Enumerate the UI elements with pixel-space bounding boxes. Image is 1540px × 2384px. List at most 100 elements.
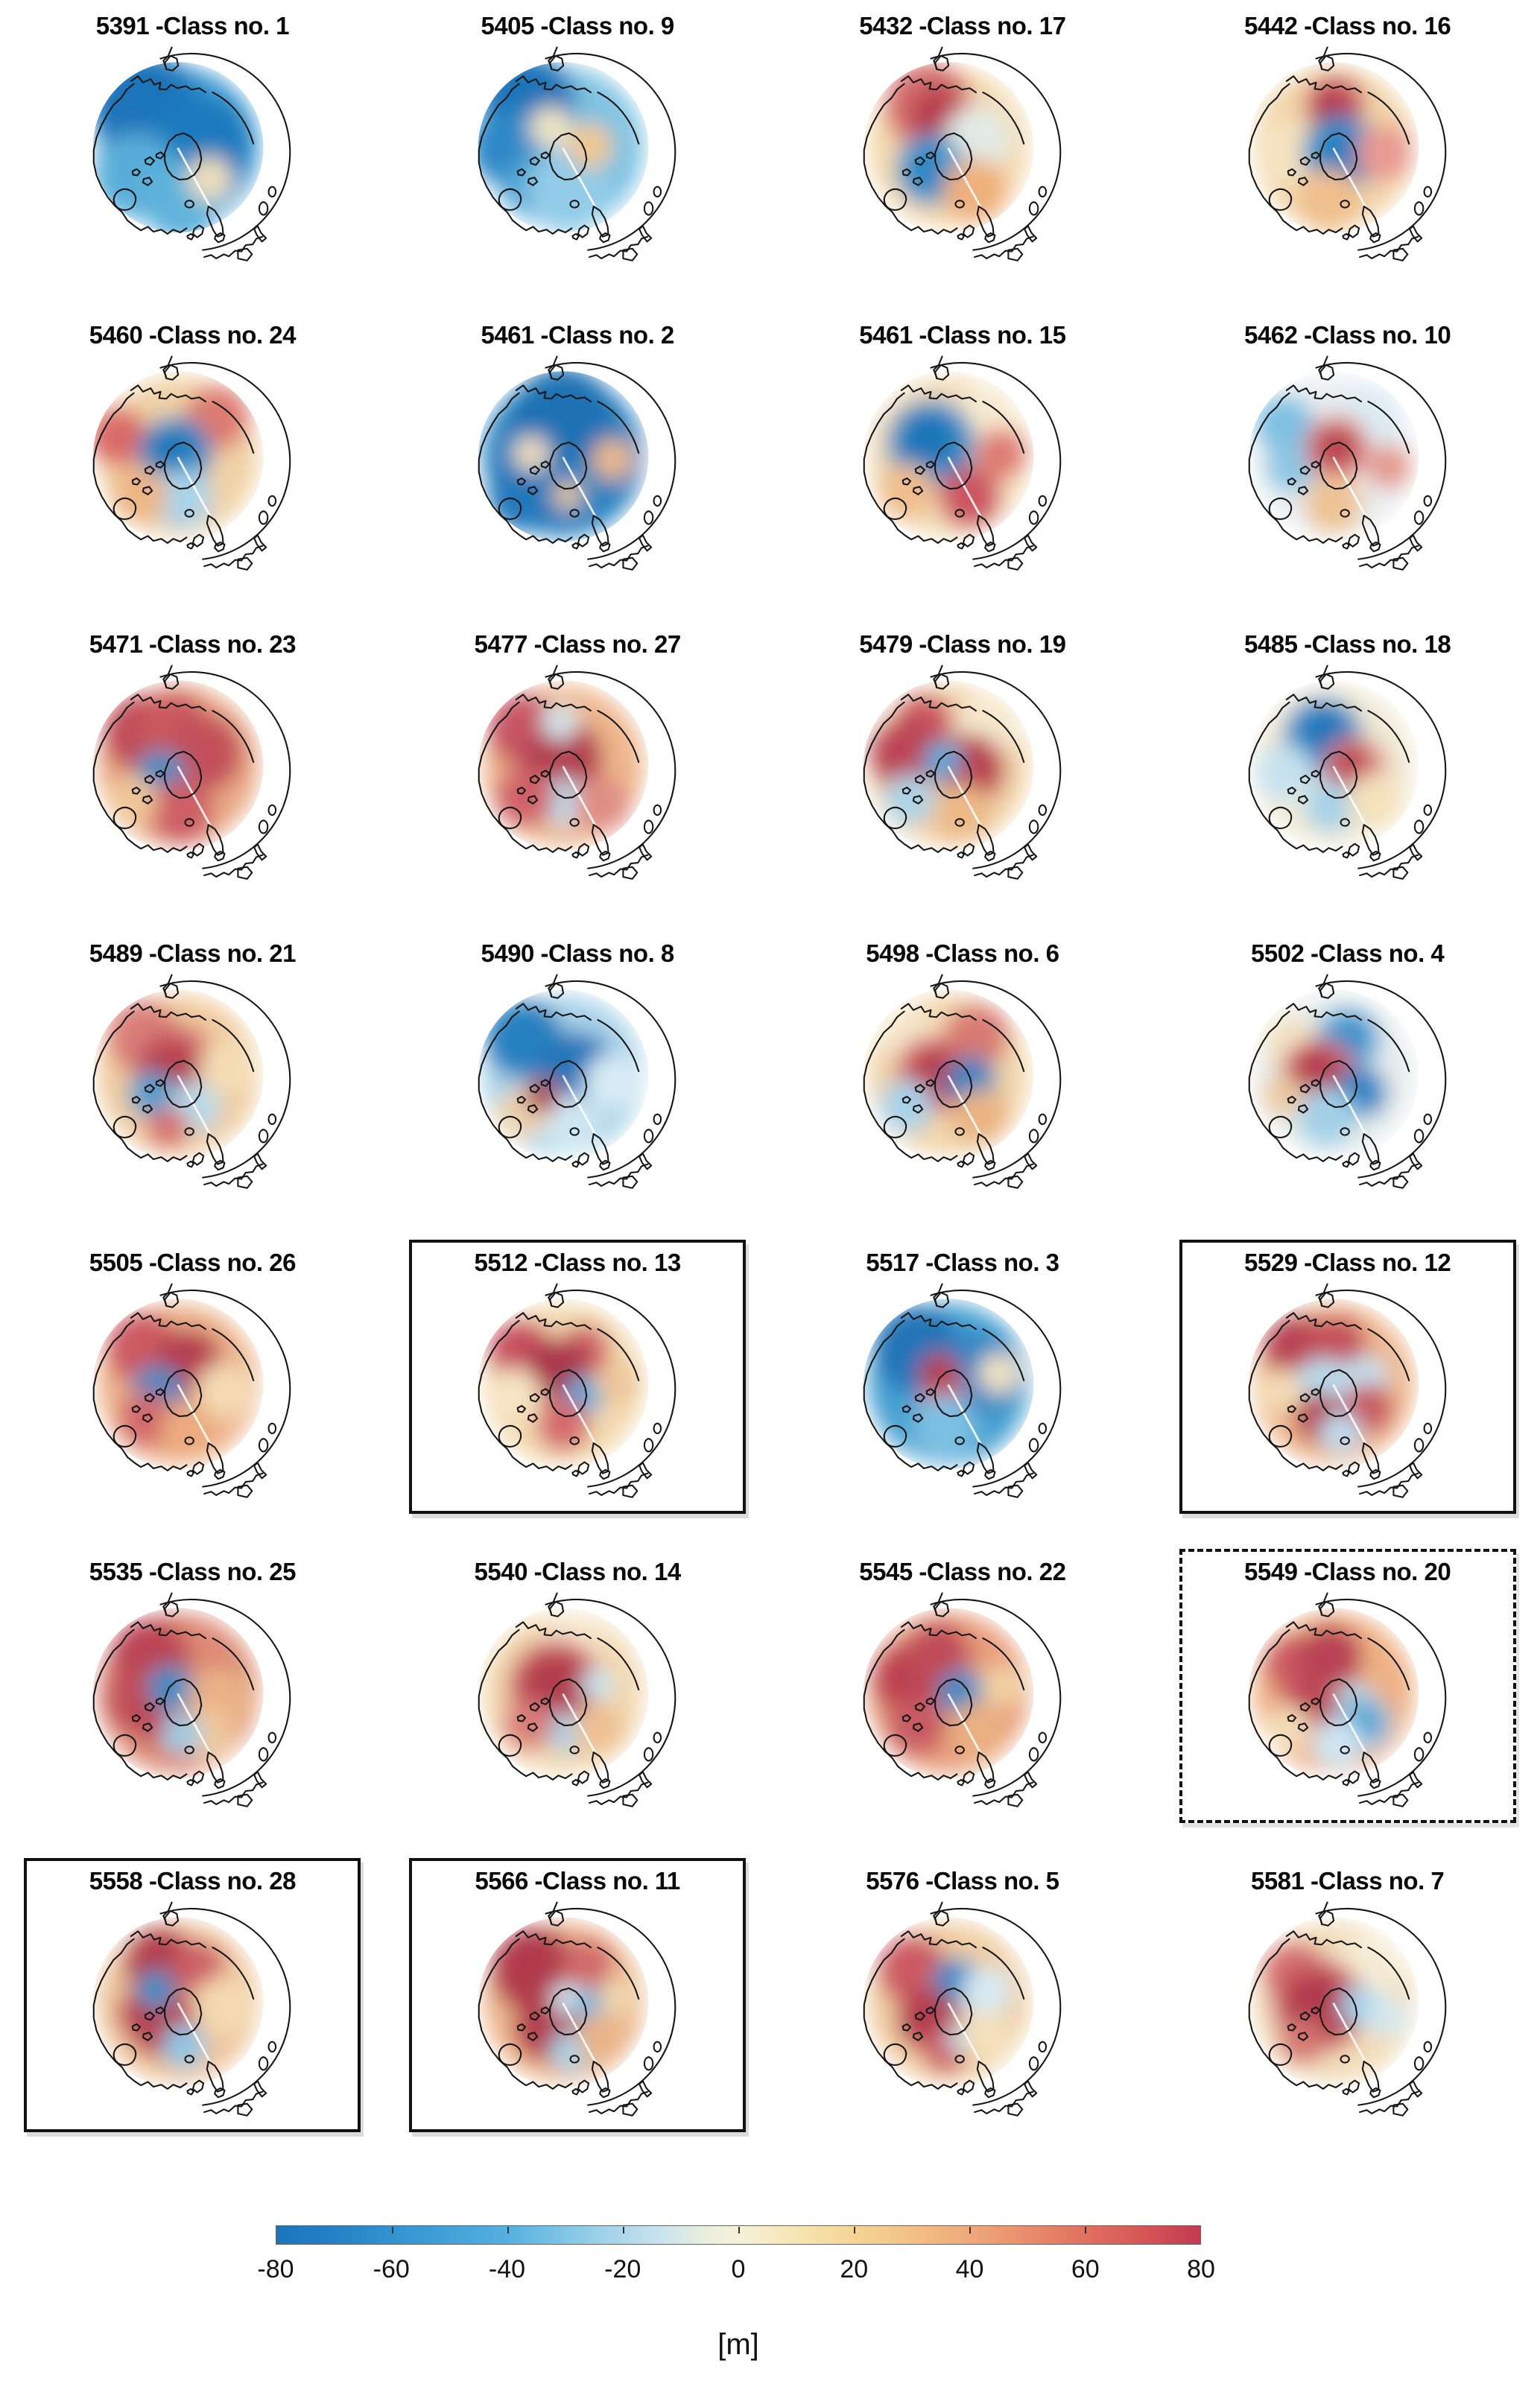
colorbar-tick-label: -60 <box>373 2255 410 2283</box>
panel: 5461 -Class no. 2 <box>409 312 746 586</box>
panel-title: 5461 -Class no. 15 <box>859 321 1066 349</box>
polar-map <box>92 974 292 1190</box>
polar-map <box>863 665 1062 881</box>
panel: 5485 -Class no. 18 <box>1179 621 1516 895</box>
anomaly-field <box>483 1613 644 1774</box>
panel-cell: 5505 -Class no. 26 <box>0 1240 385 1549</box>
panel: 5461 -Class no. 15 <box>794 312 1131 586</box>
polar-map <box>863 1283 1062 1499</box>
anomaly-field <box>98 685 259 846</box>
panel-title: 5391 -Class no. 1 <box>95 12 290 39</box>
panel-title: 5505 -Class no. 26 <box>89 1249 297 1276</box>
panel-title: 5477 -Class no. 27 <box>474 630 682 658</box>
anomaly-field <box>483 371 644 537</box>
panel: 5558 -Class no. 28 <box>24 1858 361 2132</box>
colorbar-tick-label: -20 <box>604 2255 641 2283</box>
polar-map <box>1247 974 1447 1190</box>
panel: 5489 -Class no. 21 <box>24 931 361 1205</box>
colorbar-tick-label: -40 <box>488 2255 526 2283</box>
polar-map <box>478 665 676 881</box>
anomaly-field <box>93 62 259 233</box>
polar-map <box>1247 665 1447 881</box>
polar-map <box>478 974 676 1190</box>
polar-map <box>92 46 292 262</box>
colorbar-tick-label: 60 <box>1071 2255 1100 2283</box>
anomaly-field <box>98 1922 259 2083</box>
panel: 5479 -Class no. 19 <box>794 621 1131 895</box>
panel-cell: 5512 -Class no. 13 <box>385 1240 770 1549</box>
anomaly-field <box>868 995 1029 1155</box>
anomaly-field <box>1253 995 1414 1155</box>
panel-cell: 5461 -Class no. 15 <box>770 312 1156 621</box>
panel-title: 5566 -Class no. 11 <box>475 1867 680 1895</box>
anomaly-field <box>868 376 1029 537</box>
panel-cell: 5581 -Class no. 7 <box>1155 1858 1540 2167</box>
panel-title: 5517 -Class no. 3 <box>866 1249 1059 1276</box>
panel: 5442 -Class no. 16 <box>1179 3 1516 277</box>
anomaly-field <box>483 1304 644 1465</box>
colorbar-tick-label: -80 <box>257 2255 294 2283</box>
panel: 5512 -Class no. 13 <box>409 1240 747 1514</box>
anomaly-field <box>1253 685 1414 846</box>
panel: 5540 -Class no. 14 <box>409 1549 746 1823</box>
panel-title: 5479 -Class no. 19 <box>859 630 1066 658</box>
polar-map <box>478 355 676 571</box>
panel: 5576 -Class no. 5 <box>794 1858 1131 2132</box>
polar-map <box>863 974 1062 1190</box>
anomaly-field <box>483 1922 644 2083</box>
panel-cell: 5502 -Class no. 4 <box>1155 931 1540 1240</box>
panel: 5490 -Class no. 8 <box>409 931 746 1205</box>
panel-title: 5549 -Class no. 20 <box>1244 1558 1451 1585</box>
anomaly-field <box>1253 376 1414 537</box>
panel-cell: 5442 -Class no. 16 <box>1155 3 1540 312</box>
anomaly-field <box>483 995 644 1155</box>
anomaly-field <box>868 1613 1029 1774</box>
colorbar-tick <box>507 2227 509 2234</box>
panel-title: 5489 -Class no. 21 <box>89 939 297 967</box>
colorbar-tick <box>623 2227 624 2234</box>
panel-title: 5460 -Class no. 24 <box>89 321 297 349</box>
anomaly-field <box>478 62 644 233</box>
panel-title: 5461 -Class no. 2 <box>481 321 674 349</box>
colorbar-tick <box>392 2227 393 2234</box>
panel-title: 5512 -Class no. 13 <box>474 1249 682 1276</box>
anomaly-field <box>483 685 644 846</box>
panel-cell: 5490 -Class no. 8 <box>385 931 770 1240</box>
polar-map <box>92 1283 292 1499</box>
panel-cell: 5545 -Class no. 22 <box>770 1549 1156 1858</box>
panel-title: 5576 -Class no. 5 <box>866 1867 1059 1895</box>
panel-cell: 5540 -Class no. 14 <box>385 1549 770 1858</box>
colorbar-tick-label: 40 <box>955 2255 984 2283</box>
polar-map <box>1247 1592 1447 1808</box>
panel: 5460 -Class no. 24 <box>24 312 361 586</box>
colorbar-section: -80 -60 -40 -20 0 20 40 60 80 [m] <box>0 2225 1540 2384</box>
panel-cell: 5391 -Class no. 1 <box>0 3 385 312</box>
colorbar-tick <box>738 2227 740 2234</box>
panel: 5581 -Class no. 7 <box>1179 1858 1516 2132</box>
polar-map <box>92 1901 292 2117</box>
colorbar-tick <box>854 2227 855 2234</box>
panel-cell: 5535 -Class no. 25 <box>0 1549 385 1858</box>
panel-cell: 5461 -Class no. 2 <box>385 312 770 621</box>
colorbar-tick <box>1085 2227 1086 2234</box>
polar-map <box>863 1901 1062 2117</box>
panel: 5498 -Class no. 6 <box>794 931 1131 1205</box>
panel-title: 5581 -Class no. 7 <box>1250 1867 1445 1895</box>
polar-map <box>92 1592 292 1808</box>
panel-title: 5490 -Class no. 8 <box>481 939 674 967</box>
panel: 5545 -Class no. 22 <box>794 1549 1131 1823</box>
anomaly-field <box>868 685 1029 846</box>
anomaly-field <box>868 1304 1029 1465</box>
anomaly-field <box>93 376 259 537</box>
colorbar-unit-label: [m] <box>717 2328 759 2361</box>
panel: 5477 -Class no. 27 <box>409 621 746 895</box>
panel-title: 5442 -Class no. 16 <box>1244 12 1451 39</box>
panel-cell: 5549 -Class no. 20 <box>1155 1549 1540 1858</box>
panel: 5462 -Class no. 10 <box>1179 312 1516 586</box>
panel: 5549 -Class no. 20 <box>1179 1549 1516 1823</box>
colorbar <box>276 2225 1201 2245</box>
panel-cell: 5498 -Class no. 6 <box>770 931 1156 1240</box>
anomaly-field <box>1253 1304 1414 1465</box>
colorbar-tick-label: 0 <box>731 2255 746 2283</box>
panel-cell: 5558 -Class no. 28 <box>0 1858 385 2167</box>
